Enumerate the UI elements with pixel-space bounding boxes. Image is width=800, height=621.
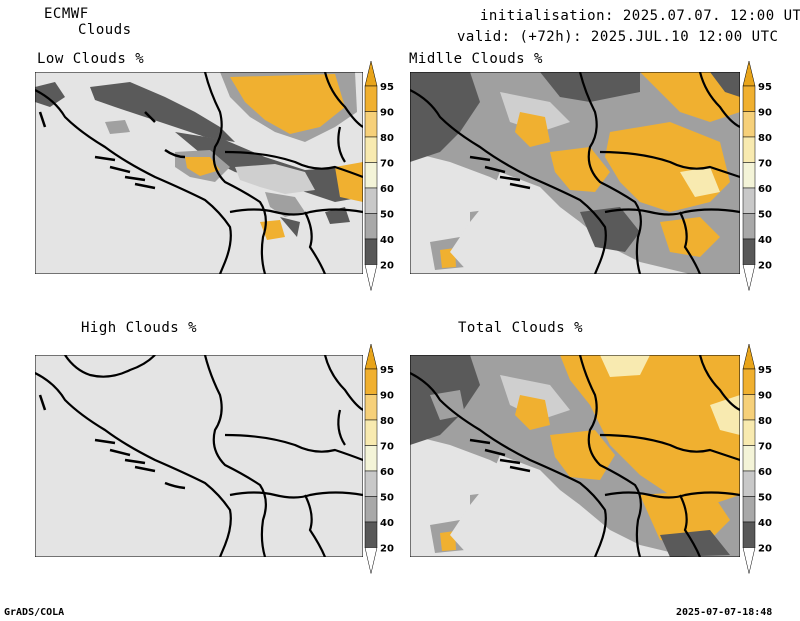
colorbar-tick-label: 80 [758, 133, 772, 144]
colorbar-segment [364, 470, 378, 497]
colorbar-tick-label: 95 [758, 82, 772, 93]
colorbar-segment [742, 496, 756, 523]
colorbar-tick-label: 40 [758, 235, 772, 246]
colorbar-tick-label: 95 [380, 365, 394, 376]
colorbar-tick-label: 70 [380, 159, 394, 170]
colorbar-segment [742, 470, 756, 497]
map-low-clouds [35, 72, 363, 274]
colorbar-segment [364, 85, 378, 112]
colorbar-above-95 [364, 343, 378, 370]
panel-title-low-clouds: Low Clouds % [37, 51, 145, 67]
colorbar-segment [364, 368, 378, 395]
map-middle-clouds [410, 72, 740, 274]
colorbar-above-95 [742, 343, 756, 370]
colorbar-svg: 95 90 80 70 60 50 40 20 [742, 343, 772, 574]
colorbar-segment [364, 111, 378, 138]
colorbar-below-20 [742, 264, 756, 291]
colorbar-tick-label: 95 [758, 365, 772, 376]
colorbar-tick-label: 80 [380, 133, 394, 144]
colorbar-tick-label: 50 [758, 210, 772, 221]
colorbar-segment [742, 213, 756, 240]
colorbar-segment [364, 162, 378, 189]
colorbar-segment [742, 419, 756, 446]
colorbar-segment [364, 394, 378, 421]
map-total-clouds [410, 355, 740, 557]
colorbar-segment [364, 445, 378, 472]
colorbar-tick-label: 40 [380, 235, 394, 246]
colorbar-segment [364, 419, 378, 446]
colorbar-bottom-right: 95 90 80 70 60 50 40 20 [742, 343, 782, 580]
colorbar-segment [364, 521, 378, 548]
colorbar-tick-label: 80 [758, 416, 772, 427]
colorbar-segment [364, 238, 378, 265]
colorbar-top-left: 95 90 80 70 60 50 40 20 [364, 60, 404, 297]
colorbar-segment [742, 111, 756, 138]
footer-timestamp: 2025-07-07-18:48 [676, 607, 773, 618]
colorbar-tick-label: 40 [380, 518, 394, 529]
colorbar-tick-label: 80 [380, 416, 394, 427]
colorbar-below-20 [364, 264, 378, 291]
colorbar-tick-label: 40 [758, 518, 772, 529]
colorbar-tick-label: 90 [758, 108, 772, 119]
colorbar-tick-label: 70 [758, 442, 772, 453]
colorbar-segment [742, 238, 756, 265]
colorbar-tick-label: 60 [380, 467, 394, 478]
product-label: Clouds [78, 22, 132, 38]
colorbar-tick-label: 20 [380, 544, 394, 555]
colorbar-above-95 [742, 60, 756, 87]
colorbar-tick-label: 70 [758, 159, 772, 170]
colorbar-segment [742, 521, 756, 548]
colorbar-tick-label: 50 [380, 210, 394, 221]
colorbar-svg: 95 90 80 70 60 50 40 20 [742, 60, 772, 291]
colorbar-tick-label: 90 [380, 391, 394, 402]
valid-time-label: valid: (+72h): 2025.JUL.10 12:00 UTC [457, 29, 779, 45]
colorbar-tick-label: 90 [758, 391, 772, 402]
map-high-clouds [35, 355, 363, 557]
footer-software: GrADS/COLA [4, 607, 65, 618]
colorbar-segment [742, 394, 756, 421]
colorbar-tick-label: 50 [380, 493, 394, 504]
colorbar-tick-label: 20 [758, 261, 772, 272]
colorbar-tick-label: 60 [758, 467, 772, 478]
colorbar-bottom-left: 95 90 80 70 60 50 40 20 [364, 343, 404, 580]
colorbar-segment [742, 136, 756, 163]
colorbar-segment [364, 136, 378, 163]
panel-title-total-clouds: Total Clouds % [458, 320, 584, 336]
colorbar-segment [364, 496, 378, 523]
colorbar-below-20 [742, 547, 756, 574]
colorbar-tick-label: 50 [758, 493, 772, 504]
panel-title-high-clouds: High Clouds % [81, 320, 198, 336]
colorbar-tick-label: 20 [380, 261, 394, 272]
colorbar-below-20 [364, 547, 378, 574]
colorbar-segment [364, 187, 378, 214]
panel-title-middle-clouds: Midlle Clouds % [409, 51, 543, 67]
colorbar-tick-label: 95 [380, 82, 394, 93]
colorbar-tick-label: 20 [758, 544, 772, 555]
colorbar-segment [742, 187, 756, 214]
model-label: ECMWF [44, 6, 89, 22]
colorbar-tick-label: 70 [380, 442, 394, 453]
colorbar-svg: 95 90 80 70 60 50 40 20 [364, 60, 394, 291]
colorbar-above-95 [364, 60, 378, 87]
colorbar-svg: 95 90 80 70 60 50 40 20 [364, 343, 394, 574]
colorbar-segment [742, 162, 756, 189]
colorbar-tick-label: 90 [380, 108, 394, 119]
colorbar-tick-label: 60 [380, 184, 394, 195]
colorbar-top-right: 95 90 80 70 60 50 40 20 [742, 60, 782, 297]
colorbar-segment [742, 445, 756, 472]
colorbar-segment [742, 368, 756, 395]
initialisation-label: initialisation: 2025.07.07. 12:00 UTC [480, 8, 800, 24]
colorbar-segment [742, 85, 756, 112]
colorbar-tick-label: 60 [758, 184, 772, 195]
colorbar-segment [364, 213, 378, 240]
